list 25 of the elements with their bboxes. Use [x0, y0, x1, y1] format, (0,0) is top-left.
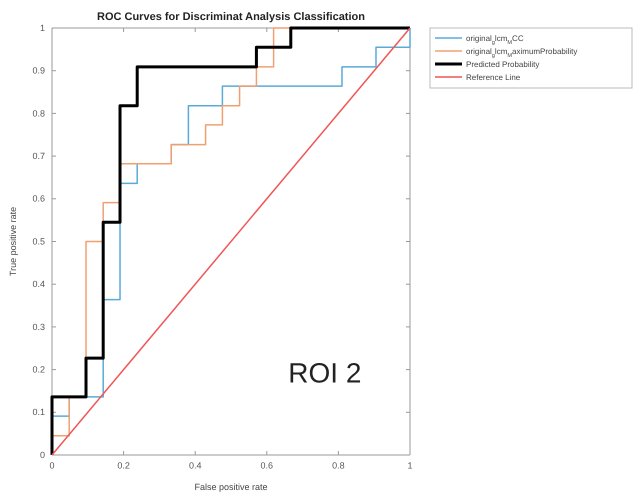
- annotation: ROI 2: [288, 357, 362, 388]
- legend-label: Reference Line: [466, 73, 521, 82]
- x-tick-label: 1: [407, 460, 413, 470]
- legend-label: original$_{g}$lcm$_{M}$aximumProbability: [466, 47, 578, 59]
- y-tick-label: 0.9: [32, 66, 45, 76]
- y-tick-label: 0.7: [32, 150, 45, 161]
- legend-label: Predicted Probability: [466, 60, 540, 69]
- y-tick-label: 1: [40, 22, 45, 33]
- y-tick-label: 0: [40, 450, 45, 460]
- x-tick-label: 0.8: [332, 460, 345, 470]
- y-tick-label: 0.6: [32, 194, 45, 204]
- x-tick-label: 0.2: [117, 460, 130, 470]
- legend-label: original$_{g}$lcm$_{M}$CC: [466, 34, 524, 46]
- y-tick-label: 0.5: [32, 236, 45, 246]
- y-tick-label: 0.2: [32, 364, 45, 374]
- y-axis-title: True positive rate: [8, 206, 18, 276]
- x-tick-label: 0: [49, 460, 55, 470]
- y-tick-label: 0.1: [32, 407, 45, 418]
- x-tick-label: 0.4: [188, 460, 202, 470]
- x-axis-title: False positive rate: [194, 482, 268, 492]
- y-tick-label: 0.8: [32, 108, 45, 118]
- y-tick-label: 0.4: [32, 279, 45, 290]
- y-tick-label: 0.3: [32, 322, 45, 332]
- x-tick-label: 0.6: [260, 460, 274, 470]
- chart-title: ROC Curves for Discriminat Analysis Classification: [97, 11, 366, 23]
